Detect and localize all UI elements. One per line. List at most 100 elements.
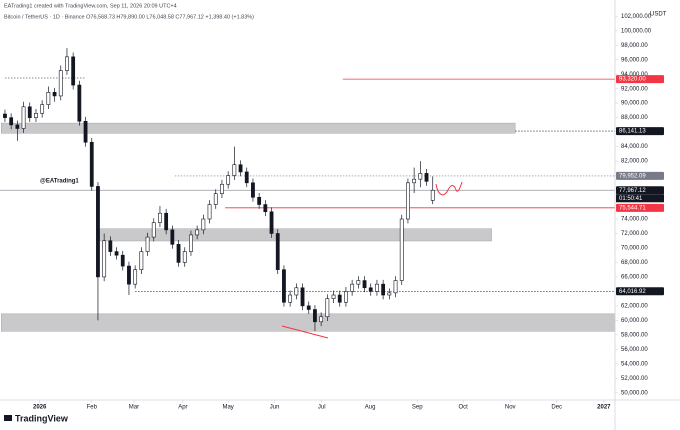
- countdown: 01:50:41: [619, 196, 643, 202]
- candle-body: [399, 218, 404, 281]
- price-label: 93,320.00: [619, 77, 646, 83]
- y-tick-label: 72,000.00: [621, 231, 648, 237]
- candle-body: [368, 287, 373, 292]
- candle-body: [201, 218, 206, 231]
- y-tick-label: 70,000.00: [621, 246, 648, 252]
- candle-body: [263, 204, 268, 213]
- candle-body: [15, 124, 20, 129]
- candle-body: [40, 104, 45, 114]
- candle-body: [182, 251, 187, 263]
- x-tick-label: 2027: [597, 405, 611, 411]
- price-label-bg: [616, 127, 664, 136]
- x-tick-label: Jul: [318, 405, 326, 411]
- candle-body: [220, 183, 224, 194]
- y-tick-label: 82,000.00: [621, 159, 648, 165]
- price-label: 77,967.12: [619, 188, 646, 194]
- x-tick-label: Jun: [270, 405, 280, 411]
- trend-line: [281, 325, 329, 339]
- y-tick-label: 90,000.00: [621, 101, 648, 107]
- candle-body: [151, 222, 156, 238]
- y-tick-label: 96,000.00: [621, 57, 648, 63]
- y-tick-label: 74,000.00: [621, 217, 648, 223]
- candle-body: [77, 84, 82, 122]
- price-label: 75,544.71: [619, 205, 646, 211]
- candle-body: [430, 189, 435, 201]
- candle-body: [288, 294, 293, 303]
- candle-body: [189, 234, 193, 252]
- candle-body: [3, 113, 7, 118]
- candle-body: [244, 171, 249, 184]
- candle-body: [226, 175, 231, 185]
- price-label: 86,141.13: [619, 129, 646, 135]
- price-label: 64,016.92: [619, 289, 646, 295]
- candle-body: [362, 280, 367, 289]
- candle-body: [406, 182, 410, 220]
- candle-body: [127, 265, 131, 285]
- candle-body: [306, 305, 311, 310]
- candle-body: [71, 56, 76, 86]
- candle-body: [418, 173, 423, 180]
- y-tick-label: 88,000.00: [621, 115, 648, 121]
- candle-body: [300, 287, 305, 307]
- y-tick-label: 60,000.00: [621, 318, 648, 324]
- y-tick-label: 62,000.00: [621, 303, 648, 309]
- candle-body: [337, 294, 342, 303]
- x-tick-label: Mar: [129, 405, 139, 411]
- watermark: @EATrading1: [40, 179, 79, 185]
- candle-body: [356, 280, 361, 285]
- y-tick-label: 92,000.00: [621, 86, 648, 92]
- y-tick-label: 66,000.00: [621, 275, 648, 281]
- candles: [3, 48, 435, 332]
- candle-body: [387, 292, 392, 296]
- candle-body: [145, 236, 150, 252]
- candle-body: [424, 173, 429, 182]
- y-tick-label: 50,000.00: [621, 390, 648, 396]
- y-tick-label: 54,000.00: [621, 361, 648, 367]
- logo: TradingView: [4, 413, 69, 423]
- candle-body: [108, 240, 113, 252]
- price-label: 79,952.09: [619, 173, 646, 179]
- candle-body: [9, 117, 14, 126]
- candle-body: [34, 113, 38, 118]
- projection: [435, 181, 463, 196]
- x-tick-label: Oct: [458, 405, 468, 411]
- y-tick-label: 98,000.00: [621, 43, 648, 49]
- y-tick-label: 56,000.00: [621, 347, 648, 353]
- zone: [99, 228, 492, 242]
- candle-body: [350, 283, 355, 292]
- candle-body: [139, 251, 144, 270]
- price-label-bg: [616, 75, 664, 84]
- candle-body: [375, 283, 379, 292]
- currency: USDT: [650, 12, 667, 18]
- candle-body: [158, 212, 162, 223]
- countdown-bg: [616, 194, 664, 203]
- zone: [1, 122, 516, 134]
- candle-body: [58, 70, 63, 97]
- candle-body: [89, 141, 94, 187]
- zone: [1, 313, 616, 332]
- candle-body: [331, 294, 336, 299]
- candle-body: [195, 229, 200, 236]
- symbol-info: Bitcoin / TetherUS · 1D · Binance O76,56…: [4, 14, 254, 20]
- y-tick-label: 52,000.00: [621, 376, 648, 382]
- logo-mark: [4, 415, 12, 421]
- x-tick-label: Aug: [365, 405, 376, 411]
- candle-body: [313, 309, 317, 323]
- candle-body: [170, 229, 175, 245]
- candle-body: [344, 291, 348, 303]
- price-label-bg: [616, 186, 664, 195]
- candle-body: [282, 269, 286, 303]
- candle-body: [27, 106, 32, 118]
- price-label-bg: [616, 171, 664, 180]
- candle-body: [120, 254, 125, 267]
- candle-body: [325, 298, 330, 318]
- candle-body: [319, 316, 324, 323]
- candle-body: [269, 211, 274, 234]
- candle-body: [65, 56, 69, 71]
- candle-body: [238, 164, 243, 173]
- y-tick-label: 84,000.00: [621, 144, 648, 150]
- y-tick-label: 102,000.00: [621, 14, 652, 20]
- candle-body: [251, 182, 255, 198]
- x-tick-label: 2026: [33, 405, 47, 411]
